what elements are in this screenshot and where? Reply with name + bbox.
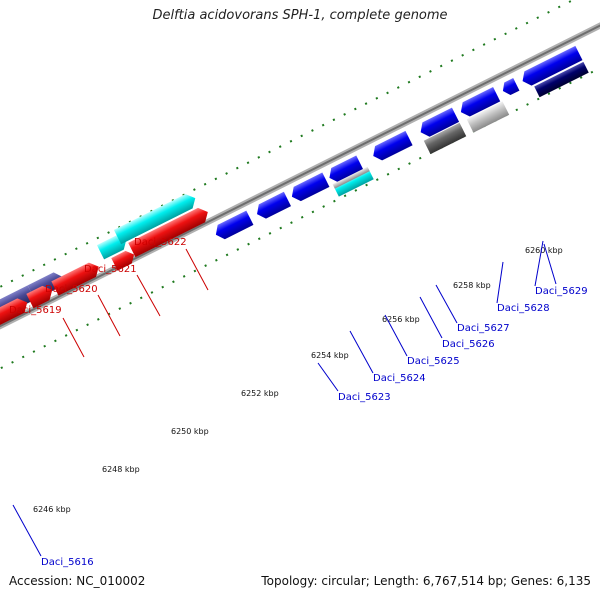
leader-line	[419, 296, 443, 339]
leader-line	[384, 314, 408, 357]
gene-arrow[interactable]	[332, 166, 370, 189]
tick-label: 6246 kbp	[33, 505, 71, 514]
gene-arrow[interactable]	[111, 248, 137, 271]
leader-line	[185, 248, 209, 291]
gene-label[interactable]: Daci_5626	[442, 339, 495, 350]
leader-line	[12, 504, 42, 557]
gene-arrow[interactable]	[51, 259, 102, 296]
genome-backbone	[0, 0, 600, 401]
gene-label[interactable]: Daci_5616	[41, 557, 94, 568]
gene-arrow[interactable]	[534, 61, 589, 98]
gene-label[interactable]: Daci_5627	[457, 323, 510, 334]
leader-line	[136, 274, 161, 317]
tick-label: 6252 kbp	[241, 389, 279, 398]
tick-label: 6254 kbp	[311, 351, 349, 360]
gene-arrow[interactable]	[417, 107, 460, 140]
leader-line	[349, 330, 374, 374]
leader-line	[62, 317, 85, 358]
gene-arrow[interactable]	[113, 191, 199, 245]
tick-label: 6260 kbp	[525, 246, 563, 255]
gene-arrow[interactable]	[466, 101, 510, 133]
map-title: Delftia acidovorans SPH-1, complete geno…	[152, 8, 448, 23]
genome-summary: Topology: circular; Length: 6,767,514 bp…	[261, 574, 591, 588]
leader-line	[534, 240, 544, 287]
gene-arrow[interactable]	[0, 285, 35, 346]
gene-arrow[interactable]	[326, 155, 364, 186]
leader-line	[97, 294, 121, 337]
gene-label[interactable]: Daci_5625	[407, 356, 460, 367]
leader-line	[317, 362, 339, 392]
gene-label[interactable]: Daci_5622	[134, 237, 187, 248]
leader-line	[496, 261, 504, 304]
tick-label: 6248 kbp	[102, 465, 140, 474]
gene-arrow[interactable]	[288, 172, 330, 204]
tick-label: 6258 kbp	[453, 281, 491, 290]
gene-label[interactable]: Daci_5629	[535, 286, 588, 297]
gene-arrow[interactable]	[519, 45, 583, 89]
gene-arrow[interactable]	[0, 295, 31, 330]
leader-line	[435, 284, 458, 324]
gene-arrow[interactable]	[253, 191, 291, 222]
gene-arrow[interactable]	[26, 283, 56, 309]
gene-arrow[interactable]	[96, 232, 130, 260]
gene-arrow[interactable]	[212, 210, 254, 242]
gene-label[interactable]: Daci_5621	[84, 264, 137, 275]
gene-arrow[interactable]	[333, 168, 374, 197]
gene-label[interactable]: Daci_5624	[373, 373, 426, 384]
tick-label: 6256 kbp	[382, 315, 420, 324]
gene-arrow[interactable]	[128, 205, 211, 258]
gene-label[interactable]: Daci_5628	[497, 303, 550, 314]
gene-label[interactable]: Daci_5623	[338, 392, 391, 403]
tick-label: 6250 kbp	[171, 427, 209, 436]
gene-arrow[interactable]	[457, 87, 501, 119]
inner-tick-track	[0, 34, 600, 429]
gene-arrow[interactable]	[500, 78, 520, 97]
gene-label[interactable]: Daci_5619	[9, 305, 62, 316]
gene-label[interactable]: Daci_5620	[45, 284, 98, 295]
gene-arrow[interactable]	[370, 130, 413, 163]
accession-label: Accession: NC_010002	[9, 574, 146, 588]
leader-line	[543, 243, 557, 285]
gene-arrow[interactable]	[423, 122, 467, 155]
